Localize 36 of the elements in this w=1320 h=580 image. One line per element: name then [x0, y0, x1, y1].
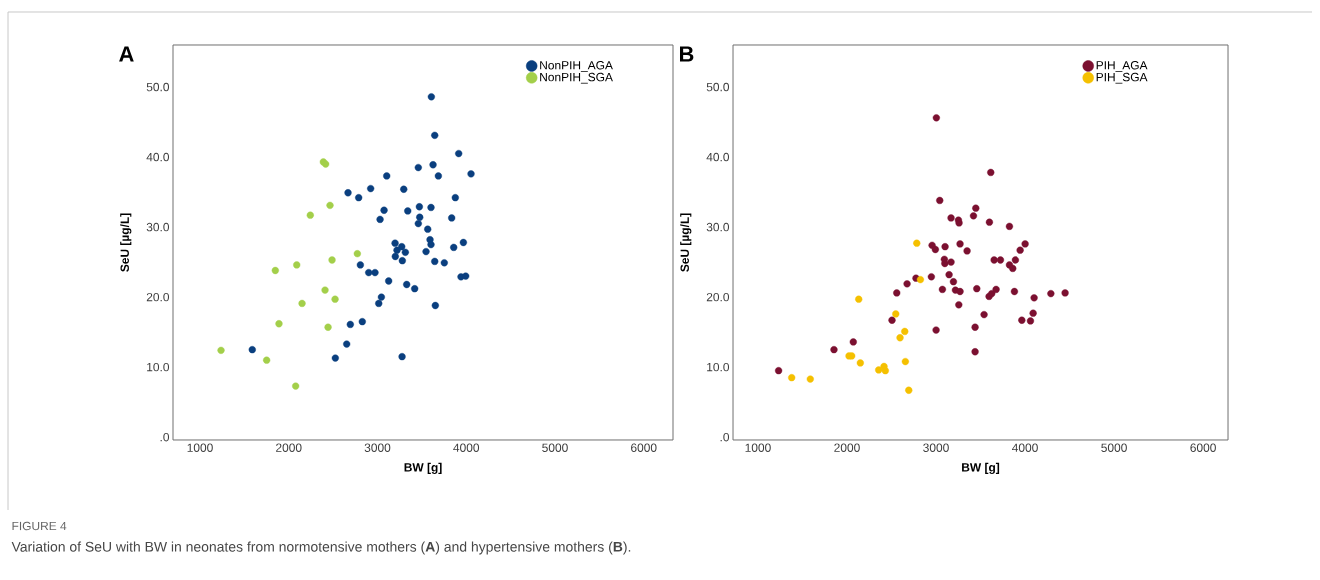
x-tick-label: 2000: [276, 443, 302, 452]
y-tick-label: 20.0: [146, 292, 170, 302]
chart-title: A: [119, 46, 134, 62]
y-tick-label: 40.0: [706, 152, 730, 162]
caption: FIGURE 4: [12, 521, 67, 531]
legend-label: PIH_SGA: [1096, 72, 1148, 84]
y-tick-label: 10.0: [707, 362, 730, 372]
x-tick-label: 1000: [187, 443, 213, 452]
x-tick-label: 6000: [1190, 443, 1216, 452]
y-tick-label: .0: [720, 432, 730, 442]
legend-label: NonPIH_AGA: [540, 61, 613, 72]
y-tick-label: 10.0: [147, 362, 170, 372]
x-axis-title: BW [g]: [404, 462, 442, 474]
x-tick-label: 3000: [364, 443, 391, 452]
x-tick-label: 2000: [834, 443, 860, 452]
chart-title: B: [680, 46, 694, 62]
x-tick-label: 1000: [745, 443, 771, 452]
x-tick-label: 4000: [1012, 443, 1038, 452]
y-tick-label: 30.0: [706, 222, 730, 232]
x-tick-label: 6000: [631, 443, 657, 452]
y-tick-label: 50.0: [146, 82, 170, 92]
x-tick-label: 4000: [453, 443, 480, 452]
x-tick-label: 3000: [923, 443, 949, 452]
legend-label: PIH_AGA: [1096, 61, 1148, 72]
x-tick-label: 5000: [542, 443, 568, 452]
y-tick-label: 20.0: [706, 292, 730, 302]
x-axis-title: BW [g]: [962, 462, 1000, 474]
x-tick-label: 5000: [1101, 443, 1127, 452]
y-axis-title: SeU [µg/L]: [680, 213, 692, 272]
y-tick-label: 50.0: [706, 82, 730, 92]
y-tick-label: 40.0: [146, 152, 170, 162]
y-tick-label: .0: [160, 432, 170, 442]
text: Variation of SeU with BW in neonates from normotensive mothers (A) and hypertensive mothers (B).: [11, 541, 631, 555]
legend-label: NonPIH_SGA: [540, 72, 613, 84]
y-axis-title: SeU [µg/L]: [120, 213, 132, 272]
y-tick-label: 30.0: [146, 222, 170, 232]
